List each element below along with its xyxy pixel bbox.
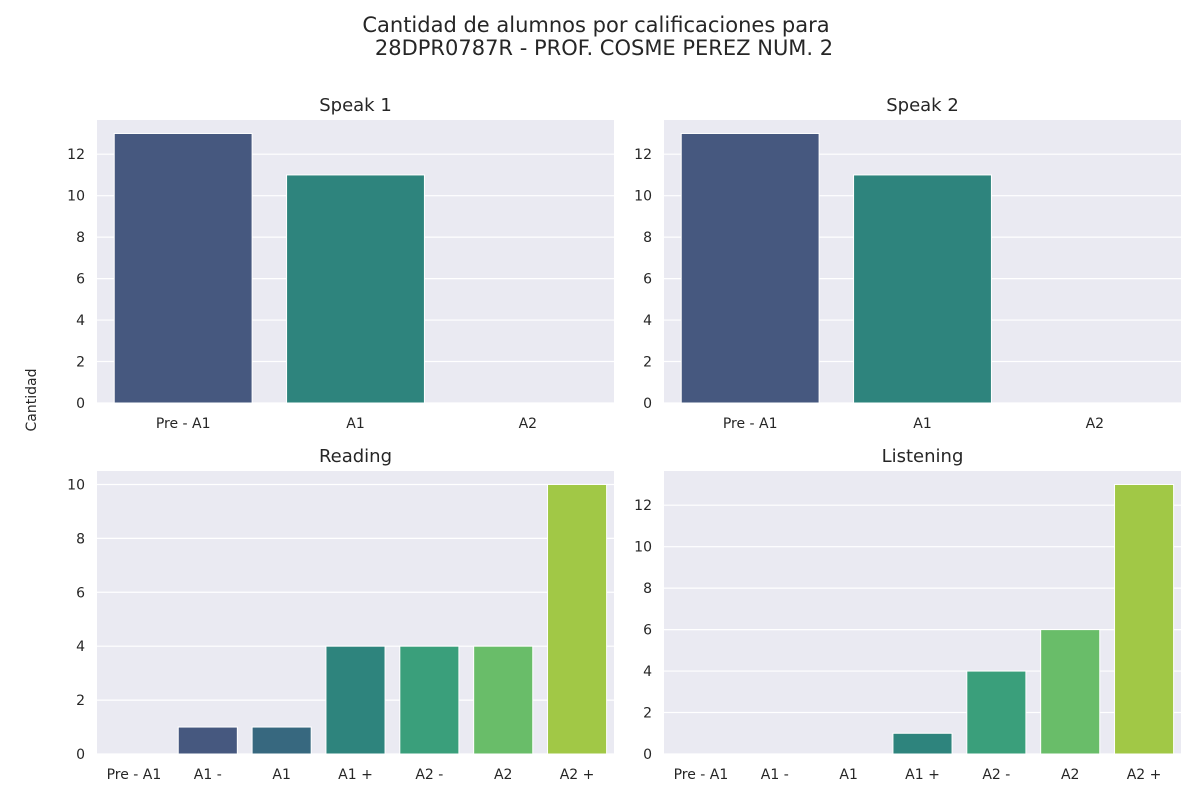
y-tick-label: 8 <box>76 230 85 246</box>
y-tick-label: 6 <box>76 272 85 288</box>
x-tick-label: A2 <box>519 416 537 432</box>
y-tick-label: 10 <box>634 189 652 205</box>
panel-3: 0 2 4 6 8 10 Pre - A1 A1 - A1 A1 + A2 - A2 A2 + Readi… <box>67 446 614 783</box>
panel-background <box>664 471 1181 754</box>
x-tick-label: A2 <box>1086 416 1104 432</box>
y-tick-label: 4 <box>643 664 652 680</box>
x-tick-label: A2 <box>1061 767 1079 783</box>
bar-a2 <box>1114 483 1175 755</box>
y-tick-label: 6 <box>643 272 652 288</box>
y-tick-label: 0 <box>643 747 652 763</box>
x-tick-label: Pre - A1 <box>674 767 729 783</box>
y-axis-label: Cantidad <box>24 369 40 432</box>
bar-a1 <box>251 726 312 755</box>
bar-a1 <box>853 174 992 404</box>
chart-panels: 0 2 4 6 8 10 12 Pre - A1 A1 A2 Speak 1 0 2 4 6 8 10 12 Pre… <box>67 95 1181 783</box>
y-tick-label: 10 <box>67 189 85 205</box>
y-tick-label: 2 <box>643 706 652 722</box>
x-tick-label: Pre - A1 <box>156 416 211 432</box>
y-tick-label: 12 <box>67 147 85 163</box>
bar-pre-a1 <box>680 132 820 404</box>
bar-a2 <box>547 483 608 755</box>
bar-a2 <box>473 645 534 755</box>
bar-a2 <box>399 645 460 755</box>
x-tick-label: A2 - <box>415 767 443 783</box>
x-tick-label: A2 + <box>1127 767 1162 783</box>
panel-1: 0 2 4 6 8 10 12 Pre - A1 A1 A2 Speak 1 <box>67 95 614 432</box>
panel-title: Speak 2 <box>886 95 959 116</box>
x-tick-label: A1 + <box>905 767 940 783</box>
panel-2: 0 2 4 6 8 10 12 Pre - A1 A1 A2 Speak 2 <box>634 95 1181 432</box>
x-tick-label: A1 - <box>761 767 789 783</box>
y-tick-label: 8 <box>76 531 85 547</box>
y-tick-label: 8 <box>643 581 652 597</box>
y-tick-label: 2 <box>643 355 652 371</box>
x-tick-label: Pre - A1 <box>723 416 778 432</box>
x-tick-label: Pre - A1 <box>107 767 162 783</box>
bar-a2 <box>966 670 1027 755</box>
x-tick-label: A1 <box>839 767 857 783</box>
bar-a1 <box>177 726 238 755</box>
figure-title-line2: 28DPR0787R - PROF. COSME PEREZ NUM. 2 <box>375 36 833 60</box>
x-tick-label: A2 - <box>982 767 1010 783</box>
y-tick-label: 4 <box>76 639 85 655</box>
y-tick-label: 0 <box>643 396 652 412</box>
y-tick-label: 6 <box>76 585 85 601</box>
y-tick-label: 12 <box>634 147 652 163</box>
panel-title: Reading <box>319 446 392 467</box>
y-tick-label: 2 <box>76 693 85 709</box>
x-tick-label: A1 + <box>338 767 373 783</box>
bar-a2 <box>1040 629 1101 755</box>
panel-title: Listening <box>882 446 964 467</box>
panel-4: 0 2 4 6 8 10 12 Pre - A1 A1 - A1 A1 + A2 - A2 A2 + Lis… <box>634 446 1181 783</box>
y-tick-label: 4 <box>643 313 652 329</box>
panel-title: Speak 1 <box>319 95 392 116</box>
y-tick-label: 8 <box>643 230 652 246</box>
x-tick-label: A1 - <box>194 767 222 783</box>
x-tick-label: A2 + <box>560 767 595 783</box>
y-tick-label: 12 <box>634 498 652 514</box>
y-tick-label: 10 <box>634 540 652 556</box>
x-tick-label: A1 <box>272 767 290 783</box>
x-tick-label: A2 <box>494 767 512 783</box>
y-tick-label: 4 <box>76 313 85 329</box>
bar-a1 <box>286 174 425 404</box>
figure-title-line1: Cantidad de alumnos por calificaciones p… <box>362 13 829 37</box>
x-tick-label: A1 <box>346 416 364 432</box>
y-tick-label: 10 <box>67 477 85 493</box>
y-tick-label: 2 <box>76 355 85 371</box>
y-tick-label: 6 <box>643 623 652 639</box>
bar-a1 <box>325 645 386 755</box>
x-tick-label: A1 <box>913 416 931 432</box>
bar-pre-a1 <box>113 132 253 404</box>
bar-a1 <box>892 732 953 755</box>
y-tick-label: 0 <box>76 747 85 763</box>
y-tick-label: 0 <box>76 396 85 412</box>
